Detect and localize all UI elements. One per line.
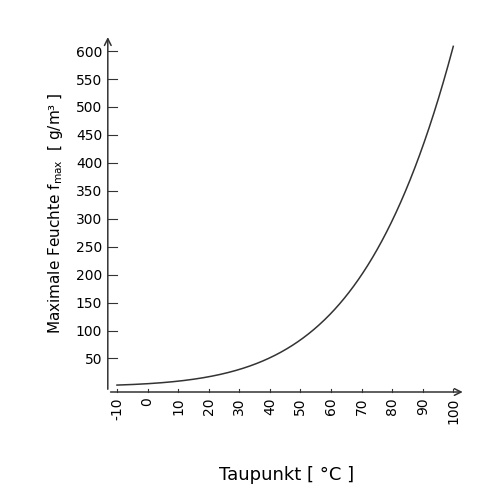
Y-axis label: Maximale Feuchte f$_\mathregular{max}$  [ g/m³ ]: Maximale Feuchte f$_\mathregular{max}$ [… (46, 92, 65, 334)
X-axis label: Taupunkt [ °C ]: Taupunkt [ °C ] (219, 466, 354, 484)
